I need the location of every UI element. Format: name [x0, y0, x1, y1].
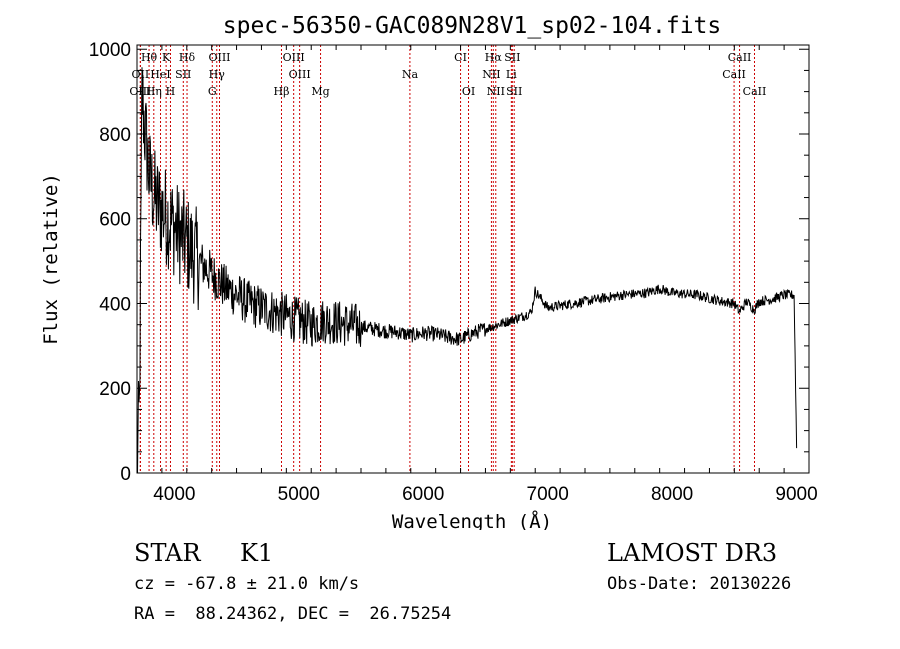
y-tick-label: 600 [99, 210, 131, 231]
x-tick-label: 5000 [278, 484, 320, 505]
x-axis: 4000 5000 6000 7000 8000 9000 [136, 45, 818, 505]
object-subclass: K1 [240, 539, 274, 567]
line-label: H [166, 85, 176, 98]
x-tick-label: 7000 [527, 484, 569, 505]
line-label: CaII [728, 51, 752, 64]
y-tick-label: 1000 [89, 40, 131, 61]
object-class: STAR [134, 539, 201, 567]
y-tick-label: 400 [99, 294, 131, 315]
line-label: SII [506, 85, 522, 98]
x-tick-label: 8000 [651, 484, 693, 505]
line-label: OI [462, 85, 475, 98]
line-label: Mg [311, 85, 329, 98]
plot-frame [136, 44, 810, 474]
x-tick-label: 4000 [153, 484, 195, 505]
obs-date: Obs-Date: 20130226 [607, 574, 792, 594]
coordinates: RA = 88.24362, DEC = 26.75254 [134, 604, 452, 624]
x-axis-label: Wavelength (Å) [392, 510, 552, 530]
line-label: K [162, 51, 171, 64]
line-label: G [208, 85, 217, 98]
chart-title: spec-56350-GAC089N28V1_sp02-104.fits [223, 13, 722, 39]
spectrum-line [136, 67, 798, 474]
line-label: Hγ [209, 68, 226, 81]
line-label: Hα [485, 51, 503, 64]
line-label: Hθ [141, 51, 158, 64]
x-tick-label: 9000 [775, 484, 817, 505]
line-label: OIII [283, 51, 305, 64]
x-tick-label: 6000 [402, 484, 444, 505]
survey-name: LAMOST DR3 [607, 539, 778, 567]
y-tick-label: 800 [99, 125, 131, 146]
y-tick-label: 200 [99, 379, 131, 400]
line-label: Hη [146, 85, 162, 98]
y-axis-label: Flux (relative) [40, 173, 62, 345]
line-label: SII [175, 68, 191, 81]
line-label: SII [504, 51, 520, 64]
line-label: Li [506, 68, 517, 81]
line-label: HeI [150, 68, 170, 81]
line-label: NII [482, 68, 500, 81]
y-axis: 0 200 400 600 800 1000 [89, 40, 809, 485]
y-tick-label: 0 [120, 464, 131, 485]
line-label: OIII [289, 68, 311, 81]
line-label: Hβ [274, 85, 290, 98]
line-label: CI [454, 51, 467, 64]
spectrum-chart: spec-56350-GAC089N28V1_sp02-104.fits Hθ K… [40, 13, 818, 530]
line-label: CaII [722, 68, 746, 81]
line-label: OII [132, 68, 150, 81]
redshift-text: cz = -67.8 ± 21.0 km/s [134, 574, 360, 594]
emission-line-markers [139, 45, 755, 473]
line-label: NII [487, 85, 505, 98]
line-label: OIII [208, 51, 230, 64]
line-label: Na [402, 68, 419, 81]
line-label: CaII [743, 85, 767, 98]
line-label: Hδ [179, 51, 196, 64]
